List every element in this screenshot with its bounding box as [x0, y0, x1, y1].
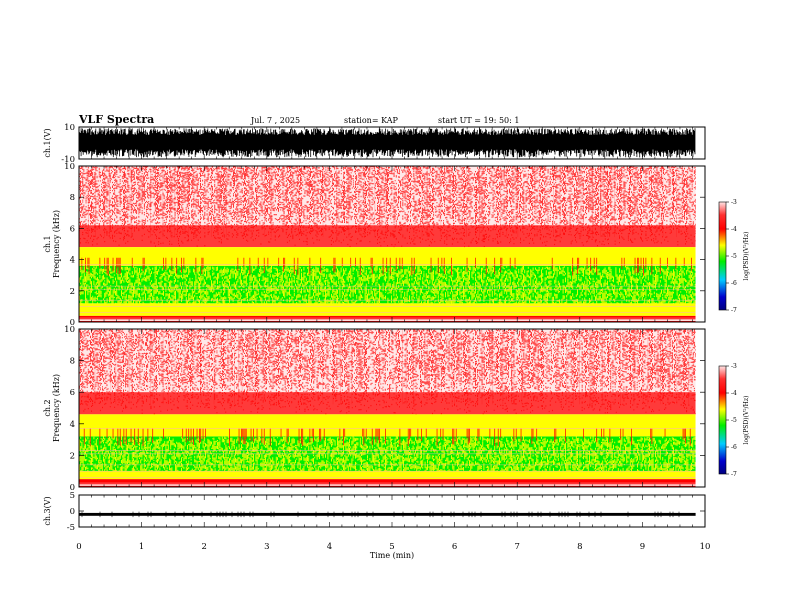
y-tick-label: 10 [64, 123, 75, 133]
y-tick-label: -10 [61, 155, 75, 165]
ch2-red-zone [79, 392, 696, 415]
ch1-red-zone [79, 225, 696, 248]
start-time-label: start UT = 19: 50: 1 [438, 116, 519, 125]
ch2-ylabel-frequency: Frequency (kHz) [52, 374, 61, 442]
x-tick-label: 9 [640, 542, 645, 552]
y-tick-label: 10 [64, 325, 75, 335]
ch1-ylabel-frequency: Frequency (kHz) [52, 210, 61, 278]
ch1-vertical-streaks [79, 166, 677, 238]
ch1-colorbar-tick-label: -3 [731, 199, 737, 206]
ch1-spike-texture [81, 257, 692, 276]
ch2-low-texture [79, 436, 696, 475]
x-tick-label: 2 [201, 542, 206, 552]
ch2-colorbar-gradient [718, 365, 727, 475]
ch1-ylabel-channel: ch.1 [43, 235, 52, 252]
ch3-waveform-spikes [81, 511, 680, 518]
ch1-colorbar-tick-label: -4 [731, 226, 737, 233]
time-axis: 0 1 2 3 4 5 6 7 8 9 10 Time (min) [76, 542, 710, 560]
x-tick-label: 6 [452, 542, 457, 552]
ch2-band-mid [79, 471, 696, 480]
x-tick-label: 10 [700, 542, 711, 552]
y-tick-label: 2 [70, 287, 75, 297]
ch2-colorbar-tick-label: -3 [731, 363, 737, 370]
ch2-spectrogram-body [79, 329, 696, 487]
y-tick-label: 0 [70, 483, 75, 493]
ch2-colorbar-tick-label: -7 [731, 471, 737, 478]
x-axis-label: Time (min) [370, 551, 414, 560]
y-tick-label: 6 [70, 388, 75, 398]
ch1-waveform-trace [78, 128, 696, 158]
y-tick-label: 0 [70, 507, 75, 517]
ch2-colorbar-tick-label: -6 [731, 444, 737, 451]
ch3-waveform-panel: 5 0 -5 ch.3(V) [43, 491, 706, 533]
ch2-spectrogram-panel: 0 2 4 6 8 10 ch.2 Frequency (kHz) [43, 325, 706, 493]
x-tick-label: 4 [327, 542, 332, 552]
x-tick-label: 1 [139, 542, 144, 552]
y-tick-label: 5 [70, 491, 75, 501]
ch1-colorbar-tick-label: -5 [731, 253, 737, 260]
y-tick-label: 8 [70, 357, 75, 367]
y-tick-label: 4 [70, 420, 75, 430]
ch3-waveform-trace [79, 512, 696, 516]
station-label: station= KAP [344, 116, 399, 125]
y-tick-label: -5 [67, 523, 75, 533]
x-tick-label: 8 [577, 542, 582, 552]
ch1-waveform-panel: 10 -10 ch.1(V) [43, 123, 706, 165]
y-tick-label: 2 [70, 451, 75, 461]
ch1-colorbar-tick-label: -6 [731, 280, 737, 287]
figure-title: VLF Spectra [78, 113, 154, 126]
ch2-ylabel-channel: ch.2 [43, 399, 52, 416]
ch1-band-high [79, 315, 696, 322]
ch1-colorbar-label: log(PSD)(V²/Hz) [743, 232, 750, 281]
y-tick-label: 4 [70, 256, 75, 266]
x-tick-label: 0 [76, 542, 81, 552]
ch2-colorbar: -3 -4 -5 -6 -7 log(PSD)(V²/Hz) [718, 363, 750, 478]
y-tick-label: 8 [70, 193, 75, 203]
ch1-waveform-ylabel: ch.1(V) [43, 128, 52, 157]
ch2-band-mid [79, 414, 696, 437]
ch3-waveform-ylabel: ch.3(V) [43, 496, 52, 525]
y-tick-label: 0 [70, 318, 75, 328]
ch2-colorbar-tick-label: -5 [731, 417, 737, 424]
ch2-spike-texture [83, 428, 691, 447]
ch1-colorbar-tick-label: -7 [731, 307, 737, 314]
y-tick-label: 10 [64, 162, 75, 172]
ch1-band-mid [79, 247, 696, 266]
y-tick-label: 6 [70, 224, 75, 234]
x-tick-label: 3 [264, 542, 269, 552]
ch2-colorbar-tick-label: -4 [731, 390, 737, 397]
date-label: Jul. 7 , 2025 [250, 116, 300, 125]
ch1-spectrogram-panel: 0 2 4 6 8 10 ch.1 Frequency (kHz) [43, 162, 706, 328]
ch2-vertical-streaks [79, 329, 690, 405]
ch2-colorbar-label: log(PSD)(V²/Hz) [743, 396, 750, 445]
ch1-spectrogram-body [79, 166, 696, 322]
ch1-colorbar-gradient [718, 201, 727, 311]
x-tick-label: 5 [389, 542, 394, 552]
ch1-low-texture [79, 265, 696, 308]
ch1-colorbar: -3 -4 -5 -6 -7 log(PSD)(V²/Hz) [718, 199, 750, 314]
x-tick-label: 7 [514, 542, 519, 552]
